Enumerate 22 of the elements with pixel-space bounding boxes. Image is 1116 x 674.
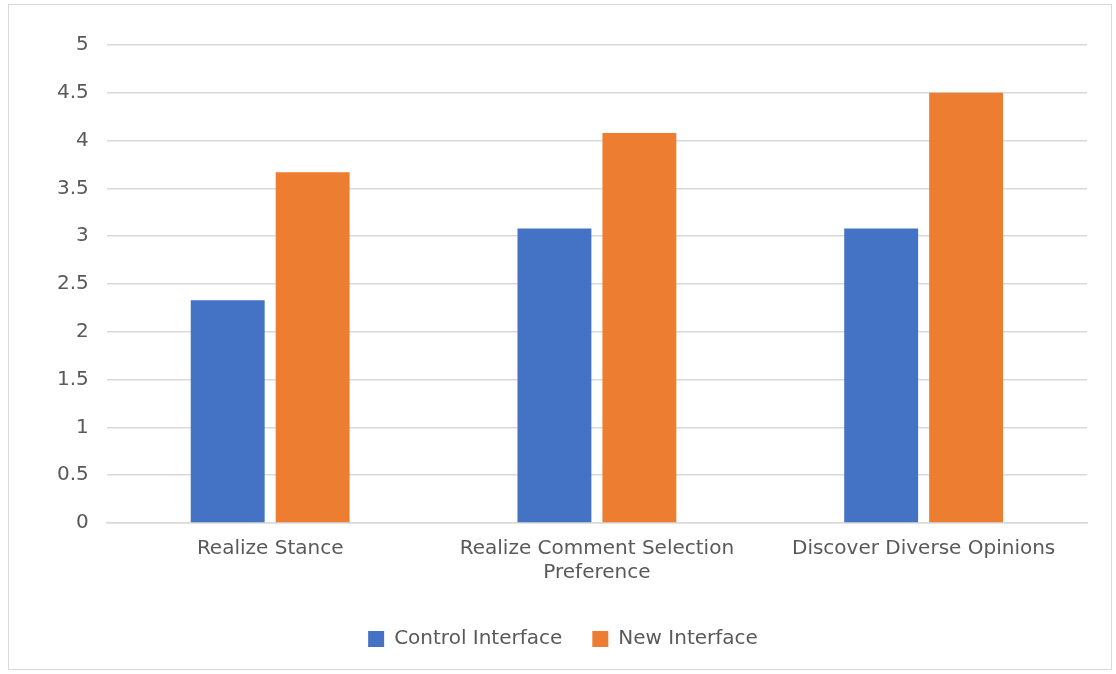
y-tick-label: 1.5 xyxy=(56,365,89,390)
y-tick-label: 2 xyxy=(76,318,89,342)
y-tick-label: 2.5 xyxy=(56,270,89,295)
y-tick-label: 0 xyxy=(76,509,89,534)
legend-label: Control Interface xyxy=(394,625,563,650)
x-tick-label: Discover Diverse Opinions xyxy=(791,535,1056,560)
legend-label: New Interface xyxy=(618,625,758,650)
y-tick-label: 0.5 xyxy=(56,461,89,486)
x-tick-label: Realize Comment Selection Preference xyxy=(459,535,735,584)
bar xyxy=(929,92,1004,523)
bar xyxy=(517,228,592,523)
y-tick-label: 4 xyxy=(76,126,89,151)
bar xyxy=(844,228,919,523)
y-tick-label: 3 xyxy=(76,222,89,247)
bar xyxy=(190,300,265,523)
bar xyxy=(602,132,677,523)
y-tick-label: 4.5 xyxy=(56,79,89,103)
y-tick-label: 3.5 xyxy=(56,174,89,199)
x-tick-label: Realize Stance xyxy=(196,535,344,560)
bar xyxy=(275,172,350,523)
y-tick-label: 5 xyxy=(76,31,89,56)
y-tick-label: 1 xyxy=(76,413,89,438)
